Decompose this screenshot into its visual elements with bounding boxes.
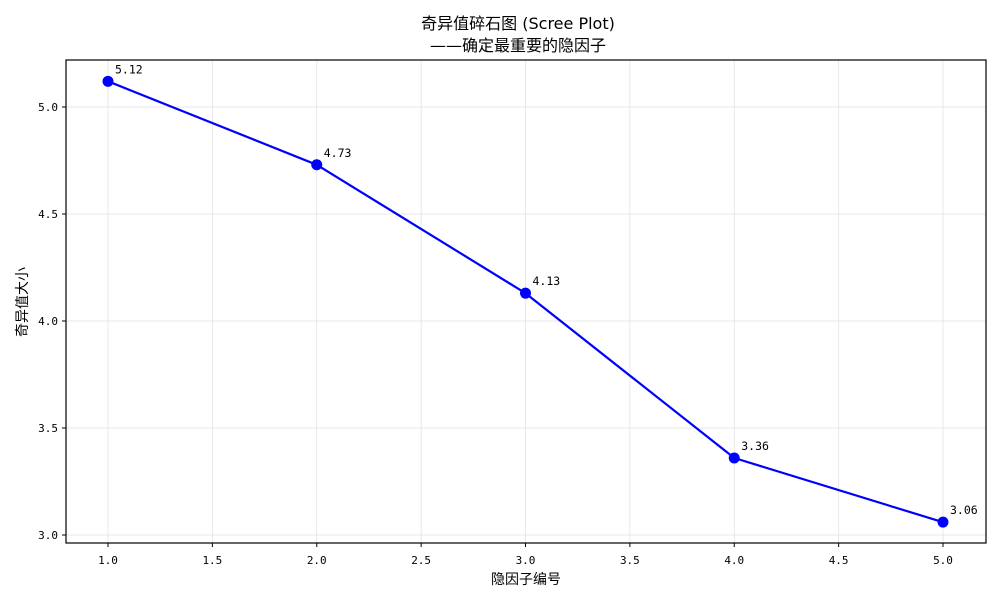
data-point-label: 4.13 [533,274,561,288]
x-tick-label: 1.5 [202,554,222,567]
data-point-label: 5.12 [115,62,143,76]
chart-title: 奇异值碎石图 (Scree Plot) [421,14,615,33]
x-tick-label: 5.0 [933,554,953,567]
chart-subtitle: ——确定最重要的隐因子 [430,36,606,55]
data-point-marker [102,75,114,87]
x-tick-label: 2.0 [307,554,327,567]
x-tick-label: 2.5 [411,554,431,567]
data-point-marker [728,452,740,464]
x-tick-label: 1.0 [98,554,118,567]
y-tick-label: 4.0 [38,315,58,328]
data-point-label: 3.36 [741,439,769,453]
data-point-label: 3.06 [950,503,978,517]
y-axis-label: 奇异值大小 [14,267,31,337]
plot-frame [65,59,987,544]
x-axis-label: 隐因子编号 [491,572,561,588]
x-tick-label: 4.0 [724,554,744,567]
x-tick-label: 3.5 [620,554,640,567]
x-axis-ticks: 1.0 1.5 2.0 2.5 3.0 3.5 4.0 4.5 5.0 [98,543,953,567]
data-point-marker [311,159,323,171]
data-point-marker [937,516,949,528]
y-tick-label: 3.0 [38,529,58,542]
grid-lines [66,60,986,543]
y-tick-label: 5.0 [38,101,58,114]
y-tick-label: 3.5 [38,422,58,435]
data-point-marker [520,287,531,299]
data-point-label: 4.73 [324,146,352,160]
y-axis-ticks: 3.0 3.5 4.0 4.5 5.0 [38,101,66,542]
x-tick-label: 3.0 [516,554,536,567]
data-series: 5.12 4.73 4.13 3.36 3.06 [102,62,978,528]
y-tick-label: 4.5 [38,208,58,221]
x-tick-label: 4.5 [829,554,849,567]
